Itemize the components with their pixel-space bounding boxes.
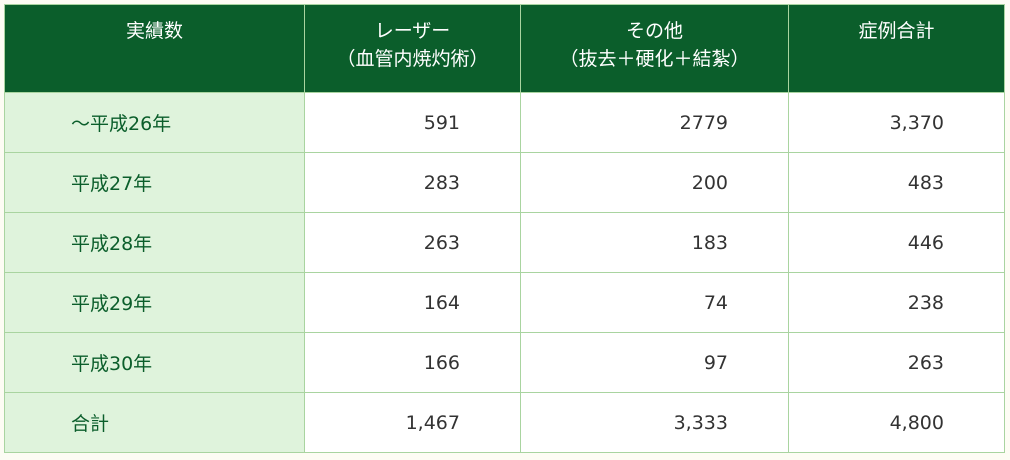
- total-count: 3,370: [788, 92, 1005, 153]
- header-main: その他: [625, 20, 683, 42]
- header-cell-laser: レーザー （血管内焼灼術）: [304, 4, 521, 93]
- row-label: 平成27年: [4, 152, 305, 213]
- row-label: 平成28年: [4, 212, 305, 273]
- row-label: 平成30年: [4, 332, 305, 393]
- table-total-row: 合計 1,467 3,333 4,800: [4, 392, 1005, 453]
- other-count: 200: [520, 152, 789, 213]
- table-row: ～平成26年 591 2779 3,370: [4, 92, 1005, 153]
- table-row: 平成29年 164 74 238: [4, 272, 1005, 333]
- table-row: 平成30年 166 97 263: [4, 332, 1005, 393]
- header-sub: （抜去＋硬化＋結紮）: [559, 48, 750, 70]
- table-header-row: 実績数 レーザー （血管内焼灼術） その他 （抜去＋硬化＋結紮）: [4, 4, 1005, 93]
- header-cell-results: 実績数: [4, 4, 305, 93]
- header-main: レーザー: [374, 20, 451, 42]
- laser-count: 283: [304, 152, 521, 213]
- table-row: 平成27年 283 200 483: [4, 152, 1005, 213]
- header-cell-other: その他 （抜去＋硬化＋結紮）: [520, 4, 789, 93]
- total-count: 238: [788, 272, 1005, 333]
- laser-count: 164: [304, 272, 521, 333]
- total-count: 263: [788, 332, 1005, 393]
- other-count: 97: [520, 332, 789, 393]
- other-count: 2779: [520, 92, 789, 153]
- row-label: ～平成26年: [4, 92, 305, 153]
- total-count: 4,800: [788, 392, 1005, 453]
- total-count: 483: [788, 152, 1005, 213]
- laser-count: 166: [304, 332, 521, 393]
- other-count: 183: [520, 212, 789, 273]
- row-label: 合計: [4, 392, 305, 453]
- case-count-table: 実績数 レーザー （血管内焼灼術） その他 （抜去＋硬化＋結紮）: [4, 4, 1005, 453]
- header-cell-total: 症例合計: [788, 4, 1005, 93]
- laser-count: 263: [304, 212, 521, 273]
- total-count: 446: [788, 212, 1005, 273]
- row-label: 平成29年: [4, 272, 305, 333]
- header-sub: （血管内焼灼術）: [336, 48, 489, 70]
- header-main: 実績数: [125, 20, 183, 42]
- other-count: 3,333: [520, 392, 789, 453]
- table-row: 平成28年 263 183 446: [4, 212, 1005, 273]
- laser-count: 1,467: [304, 392, 521, 453]
- laser-count: 591: [304, 92, 521, 153]
- header-main: 症例合計: [858, 20, 935, 42]
- other-count: 74: [520, 272, 789, 333]
